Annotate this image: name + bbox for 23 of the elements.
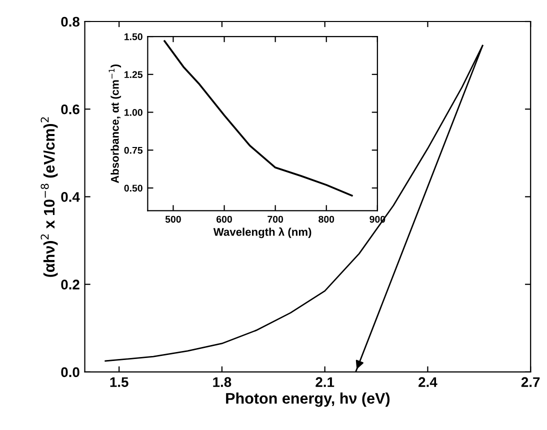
y-tick-label: 0.8 bbox=[61, 16, 80, 27]
x-tick-label: 600 bbox=[216, 216, 232, 223]
x-tick-label: 700 bbox=[268, 216, 284, 223]
x-axis-title: Photon energy, hν (eV) bbox=[226, 392, 390, 407]
x-tick-label: 1.5 bbox=[110, 377, 128, 388]
x-tick-label: 800 bbox=[318, 216, 334, 223]
y-axis-title: Absorbance, αt (cm$^{−1}$) bbox=[108, 64, 122, 184]
x-tick-label: 500 bbox=[165, 216, 181, 223]
y-tick-label: 0.50 bbox=[124, 184, 142, 192]
y-axis-title: (αhν)$^{2}$ x 10$^{−8}$ (eV/cm)$^{2}$ bbox=[40, 117, 58, 277]
y-tick-label: 1.00 bbox=[124, 109, 142, 116]
y-tick-label: 1.25 bbox=[124, 71, 143, 78]
x-tick-label: 1.8 bbox=[213, 377, 232, 388]
y-tick-label: 1.50 bbox=[124, 33, 142, 40]
y-tick-label: 0.75 bbox=[124, 146, 143, 154]
y-tick-label: 0.4 bbox=[61, 192, 80, 202]
y-tick-label: 0.0 bbox=[61, 367, 80, 378]
x-tick-label: 2.7 bbox=[521, 377, 540, 387]
x-tick-label: 2.4 bbox=[418, 377, 438, 387]
x-axis-title: Wavelength λ (nm) bbox=[213, 227, 312, 238]
y-tick-label: 0.2 bbox=[61, 280, 80, 290]
x-tick-label: 2.1 bbox=[316, 377, 334, 387]
y-tick-label: 0.6 bbox=[61, 104, 80, 114]
